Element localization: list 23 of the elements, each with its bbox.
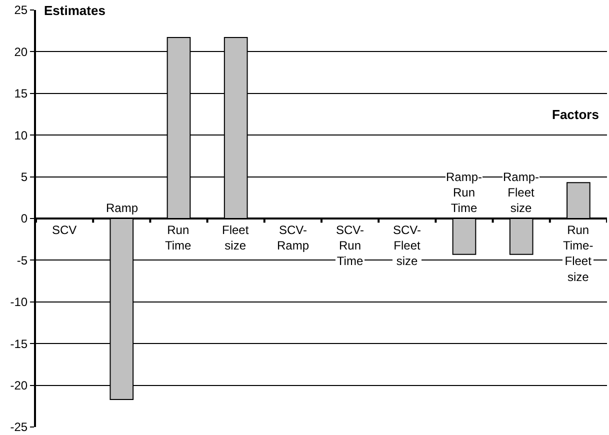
x-axis-title: Factors: [552, 107, 599, 122]
x-tick-label: Run Time: [165, 223, 192, 253]
x-tick-label: SCV-Run Time: [336, 223, 364, 268]
y-tick-label: 25: [14, 3, 28, 18]
y-tick-label: -5: [16, 253, 28, 268]
y-axis-title: Estimates: [44, 3, 106, 18]
y-tick-label: -20: [10, 378, 28, 392]
y-tick-label: 15: [14, 86, 28, 101]
x-tick-label: Fleet size: [222, 223, 250, 253]
x-tick-label: SCV-Fleet size: [393, 223, 422, 268]
x-tick-label: SCV-Ramp: [277, 223, 310, 253]
y-tick-label: -10: [10, 295, 28, 310]
x-tick-label: Ramp-Fleet size: [503, 170, 540, 216]
x-tick-label: Ramp: [106, 201, 138, 215]
y-tick-label: -25: [10, 420, 28, 434]
x-tick-label: Ramp-Run Time: [446, 170, 482, 216]
x-tick-label: SCV: [52, 223, 77, 237]
y-tick-label: 20: [14, 44, 28, 59]
x-tick-label: Run Time-Fleet size: [563, 223, 594, 284]
y-tick-label: 10: [14, 128, 28, 142]
y-tick-label: -15: [10, 336, 28, 351]
y-tick-label: 5: [20, 170, 28, 184]
y-tick-label: 0: [20, 212, 28, 226]
